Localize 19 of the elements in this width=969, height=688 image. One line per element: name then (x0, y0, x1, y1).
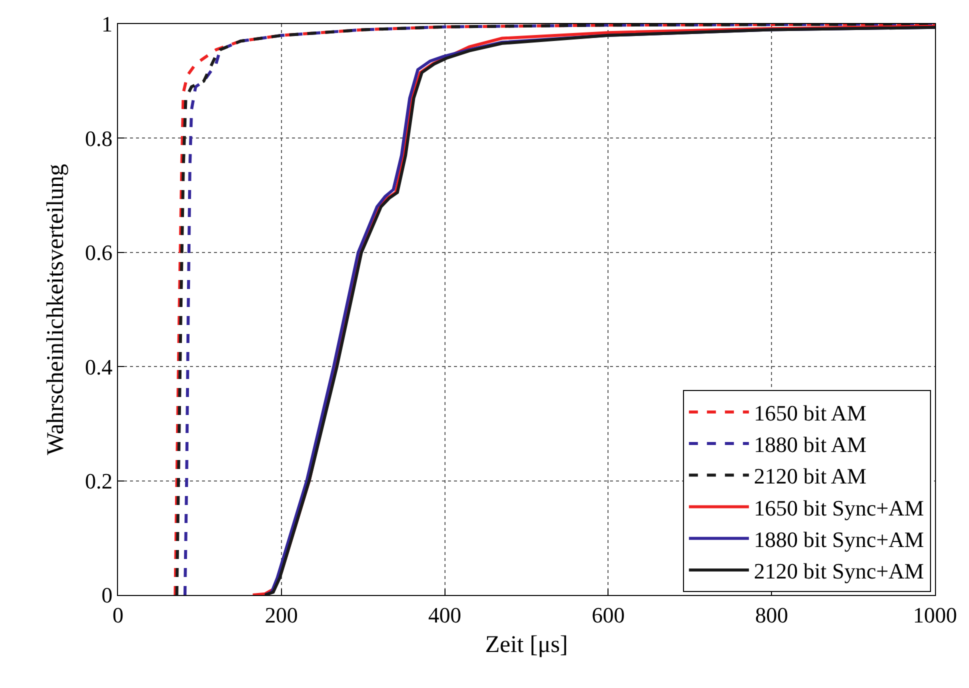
y-tick-label: 0.4 (85, 354, 112, 380)
y-tick-label: 0.6 (85, 240, 112, 266)
legend-label: 1880 bit Sync+AM (754, 526, 924, 552)
x-tick-label: 200 (264, 602, 298, 628)
legend-label: 1650 bit AM (754, 400, 866, 426)
x-tick-label: 400 (428, 602, 462, 628)
x-axis-title: Zeit [μs] (485, 632, 568, 658)
y-axis-title: Wahrscheinlichkeitsverteilung (43, 164, 70, 456)
y-tick-label: 0 (102, 582, 112, 608)
y-tick-label: 0.8 (85, 126, 112, 151)
legend-label: 1650 bit Sync+AM (754, 495, 924, 520)
y-tick-label: 0.2 (85, 468, 112, 494)
y-tick-label: 1 (102, 12, 112, 37)
legend-label: 2120 bit AM (754, 464, 866, 489)
legend-label: 1880 bit AM (754, 432, 866, 458)
x-tick-label: 600 (592, 602, 625, 628)
legend-label: 2120 bit Sync+AM (754, 558, 924, 584)
x-tick-label: 800 (755, 602, 788, 628)
x-tick-label: 1000 (913, 602, 957, 628)
